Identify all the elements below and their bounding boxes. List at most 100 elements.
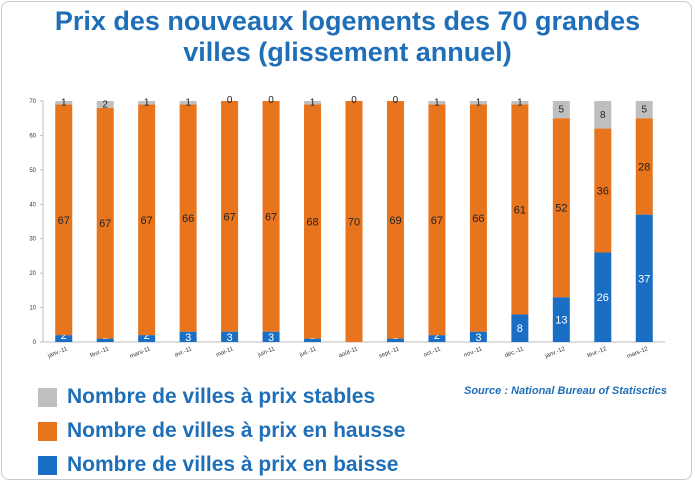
data-label-baisse: 3	[475, 332, 481, 344]
x-tick-label: août-11	[338, 346, 359, 359]
data-label-baisse: 3	[268, 332, 274, 344]
data-label-hausse: 66	[472, 213, 484, 225]
x-tick-label: nov.-11	[463, 346, 484, 359]
legend-label-hausse: Nombre de villes à prix en hausse	[67, 419, 406, 442]
data-label-baisse: 8	[517, 323, 523, 335]
bar-baisse	[262, 331, 280, 342]
data-label-stable: 0	[227, 95, 233, 106]
bar-baisse	[179, 331, 197, 342]
x-tick-label: juil.-11	[298, 346, 318, 359]
bar-baisse	[552, 297, 570, 342]
data-label-baisse: 37	[638, 273, 650, 285]
y-tick-label: 30	[29, 237, 36, 243]
data-label-stable: 1	[310, 98, 316, 109]
bar-baisse	[221, 331, 239, 342]
bar-stable	[304, 101, 322, 105]
data-label-stable: 1	[185, 98, 191, 109]
x-tick-label: janv.-11	[46, 346, 69, 360]
bar-hausse	[262, 101, 280, 332]
bar-baisse	[138, 335, 156, 342]
bar-hausse	[304, 104, 322, 339]
bar-stable	[511, 101, 529, 105]
bar-stable	[594, 101, 612, 129]
x-tick-label: sept.-11	[378, 346, 401, 360]
bar-baisse	[511, 314, 529, 342]
title-line-2: villes (glissement annuel)	[183, 37, 512, 67]
data-label-hausse: 68	[306, 217, 318, 229]
y-tick-label: 10	[29, 306, 36, 312]
data-label-hausse: 67	[58, 215, 70, 227]
data-label-stable: 1	[476, 98, 482, 109]
data-label-hausse: 67	[141, 215, 153, 227]
x-tick-label: oct.-11	[423, 346, 442, 359]
bar-hausse	[428, 104, 446, 336]
data-label-stable: 0	[393, 95, 399, 106]
title-line-1: Prix des nouveaux logements des 70 grand…	[54, 6, 641, 36]
data-label-stable: 1	[434, 98, 440, 109]
data-label-stable: 5	[641, 105, 647, 116]
y-tick-label: 20	[29, 271, 36, 277]
bar-hausse	[552, 118, 570, 298]
x-tick-label: janv.-12	[544, 346, 567, 360]
bar-stable	[428, 101, 446, 105]
y-tick-label: 50	[29, 168, 36, 174]
data-label-hausse: 52	[555, 203, 567, 215]
bar-hausse	[635, 118, 653, 215]
data-label-stable: 2	[102, 99, 108, 110]
data-label-hausse: 69	[389, 215, 401, 227]
bar-baisse	[96, 338, 114, 342]
data-label-hausse: 36	[597, 186, 609, 198]
x-tick-label: mars-12	[626, 346, 649, 360]
data-label-stable: 1	[144, 98, 150, 109]
data-label-hausse: 66	[182, 213, 194, 225]
legend-swatch-stable	[38, 387, 57, 407]
legend-item-stable: Nombre de villes à prix stables	[38, 385, 375, 409]
data-label-hausse: 67	[265, 211, 277, 223]
data-label-stable: 5	[559, 105, 565, 116]
x-tick-label: mars-11	[129, 346, 152, 360]
data-label-hausse: 67	[223, 211, 235, 223]
bar-stable	[552, 101, 570, 119]
data-label-stable: 1	[61, 98, 67, 109]
bar-hausse	[96, 107, 114, 339]
data-label-hausse: 28	[638, 161, 650, 173]
bar-baisse	[469, 331, 487, 342]
bar-hausse	[221, 101, 239, 332]
legend-swatch-hausse	[38, 421, 57, 441]
bar-baisse	[428, 335, 446, 342]
bar-stable	[469, 101, 487, 105]
data-label-hausse: 67	[99, 218, 111, 230]
bar-hausse	[138, 104, 156, 336]
bar-hausse	[345, 101, 363, 342]
data-label-baisse: 2	[61, 330, 67, 342]
data-label-baisse: 26	[597, 292, 609, 304]
data-label-hausse: 67	[431, 215, 443, 227]
bar-hausse	[179, 104, 197, 332]
legend-item-hausse: Nombre de villes à prix en hausse	[38, 419, 405, 443]
bar-stable	[96, 101, 114, 108]
x-tick-label: avr.-11	[174, 346, 193, 359]
bar-baisse	[635, 214, 653, 342]
bar-stable	[138, 101, 156, 105]
data-label-stable: 8	[600, 110, 606, 121]
bar-hausse	[55, 104, 73, 336]
bar-baisse	[594, 252, 612, 342]
legend-item-baisse: Nombre de villes à prix en baisse	[38, 453, 398, 477]
chart-title: Prix des nouveaux logements des 70 grand…	[0, 6, 695, 68]
bar-stable	[179, 101, 197, 105]
data-label-baisse: 3	[227, 332, 233, 344]
data-label-hausse: 70	[348, 217, 360, 229]
data-label-stable: 0	[268, 95, 274, 106]
legend-swatch-baisse	[38, 455, 57, 475]
data-label-baisse: 3	[185, 332, 191, 344]
bar-hausse	[469, 104, 487, 332]
x-tick-label: déc.-11	[504, 346, 525, 359]
y-tick-label: 60	[29, 133, 36, 139]
bar-hausse	[594, 128, 612, 253]
bar-baisse	[386, 338, 404, 342]
x-tick-label: févr.-12	[587, 346, 608, 359]
bar-hausse	[386, 101, 404, 339]
data-label-hausse: 61	[514, 204, 526, 216]
